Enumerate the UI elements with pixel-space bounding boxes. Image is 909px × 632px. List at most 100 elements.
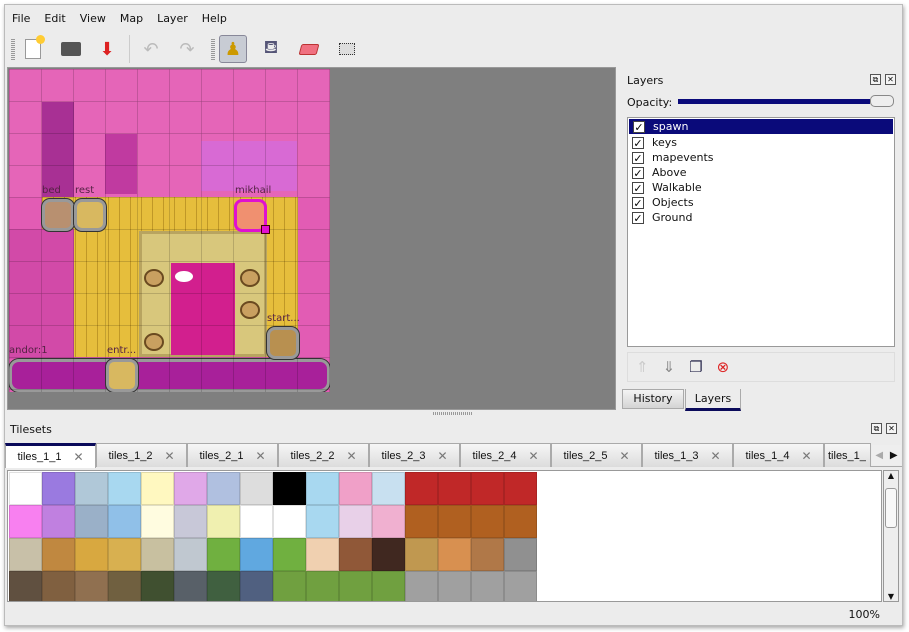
tile[interactable] bbox=[207, 505, 240, 538]
tile[interactable] bbox=[372, 472, 405, 505]
tile[interactable] bbox=[405, 505, 438, 538]
float-icon[interactable]: ⧉ bbox=[871, 423, 882, 434]
tile[interactable] bbox=[240, 505, 273, 538]
tileset-tab[interactable]: tiles_2_3 ✕ bbox=[369, 443, 460, 467]
lower-layer-icon[interactable]: ⇓ bbox=[662, 358, 676, 376]
tileset-tab[interactable]: tiles_1_3 ✕ bbox=[642, 443, 733, 467]
tileset-tab[interactable]: tiles_1_1 ✕ bbox=[5, 443, 96, 468]
layer-row-objects[interactable]: ✓ Objects bbox=[628, 195, 894, 210]
scroll-up-icon[interactable]: ▲ bbox=[887, 471, 895, 480]
tile[interactable] bbox=[108, 571, 141, 601]
tile[interactable] bbox=[42, 538, 75, 571]
save-icon[interactable]: ⬇ bbox=[99, 38, 115, 60]
bucket-fill-icon[interactable]: ⛾ bbox=[263, 37, 279, 58]
tile[interactable] bbox=[108, 472, 141, 505]
tile[interactable] bbox=[42, 505, 75, 538]
tile[interactable] bbox=[9, 505, 42, 538]
tileset-view[interactable] bbox=[7, 470, 882, 602]
tile[interactable] bbox=[174, 472, 207, 505]
object-start[interactable] bbox=[267, 327, 299, 359]
scroll-left-icon[interactable]: ◀ bbox=[875, 449, 884, 461]
tile[interactable] bbox=[75, 571, 108, 601]
visibility-checkbox[interactable]: ✓ bbox=[632, 151, 644, 165]
tile[interactable] bbox=[207, 472, 240, 505]
scroll-right-icon[interactable]: ▶ bbox=[889, 449, 898, 461]
tileset-tab[interactable]: tiles_1_2 ✕ bbox=[96, 443, 187, 467]
new-file-icon[interactable] bbox=[19, 35, 47, 63]
tile[interactable] bbox=[339, 472, 372, 505]
layer-row-ground[interactable]: ✓ Ground bbox=[628, 210, 894, 225]
tile[interactable] bbox=[9, 472, 42, 505]
tileset-scrollbar[interactable]: ▲ ▼ bbox=[883, 470, 899, 602]
scroll-down-icon[interactable]: ▼ bbox=[887, 592, 895, 601]
tile[interactable] bbox=[471, 571, 504, 601]
visibility-checkbox[interactable]: ✓ bbox=[632, 211, 644, 225]
close-icon[interactable]: ✕ bbox=[886, 423, 897, 434]
visibility-checkbox[interactable]: ✓ bbox=[633, 120, 645, 134]
tile[interactable] bbox=[240, 571, 273, 601]
tile[interactable] bbox=[471, 472, 504, 505]
tile[interactable] bbox=[504, 472, 537, 505]
tile[interactable] bbox=[75, 505, 108, 538]
tile[interactable] bbox=[174, 505, 207, 538]
tile[interactable] bbox=[306, 538, 339, 571]
tile[interactable] bbox=[504, 571, 537, 601]
object-rest[interactable] bbox=[74, 199, 106, 231]
tile[interactable] bbox=[42, 571, 75, 601]
layer-row-spawn[interactable]: ✓ spawn bbox=[628, 118, 894, 135]
visibility-checkbox[interactable]: ✓ bbox=[632, 136, 644, 150]
tab-history[interactable]: History bbox=[622, 389, 684, 409]
tileset-tab[interactable]: tiles_2_4 ✕ bbox=[460, 443, 551, 467]
tile[interactable] bbox=[471, 538, 504, 571]
resize-handle[interactable] bbox=[261, 225, 270, 234]
redo-icon[interactable]: ↷ bbox=[179, 38, 195, 60]
layer-row-above[interactable]: ✓ Above bbox=[628, 165, 894, 180]
float-icon[interactable]: ⧉ bbox=[870, 74, 881, 85]
visibility-checkbox[interactable]: ✓ bbox=[632, 181, 644, 195]
tile[interactable] bbox=[405, 472, 438, 505]
tile[interactable] bbox=[273, 571, 306, 601]
menu-layer[interactable]: Layer bbox=[157, 12, 188, 25]
tileset-tab[interactable]: tiles_2_5 ✕ bbox=[551, 443, 642, 467]
tab-layers[interactable]: Layers bbox=[685, 389, 741, 411]
tile[interactable] bbox=[438, 505, 471, 538]
tile[interactable] bbox=[339, 571, 372, 601]
eraser-icon[interactable] bbox=[295, 35, 323, 63]
menu-edit[interactable]: Edit bbox=[44, 12, 66, 25]
tile[interactable] bbox=[372, 538, 405, 571]
tile[interactable] bbox=[9, 571, 42, 601]
visibility-checkbox[interactable]: ✓ bbox=[632, 166, 644, 180]
close-tab-icon[interactable]: ✕ bbox=[346, 448, 357, 463]
tile[interactable] bbox=[405, 571, 438, 601]
tile[interactable] bbox=[108, 538, 141, 571]
tile[interactable] bbox=[471, 505, 504, 538]
menu-file[interactable]: File bbox=[12, 12, 31, 25]
tile[interactable] bbox=[504, 538, 537, 571]
close-tab-icon[interactable]: ✕ bbox=[710, 448, 721, 463]
tile[interactable] bbox=[438, 571, 471, 601]
tile[interactable] bbox=[339, 505, 372, 538]
opacity-slider-handle[interactable] bbox=[870, 95, 894, 107]
tileset-tab[interactable]: tiles_2_2 ✕ bbox=[278, 443, 369, 467]
tile[interactable] bbox=[306, 472, 339, 505]
close-tab-icon[interactable]: ✕ bbox=[164, 448, 175, 463]
tile[interactable] bbox=[372, 505, 405, 538]
tile[interactable] bbox=[273, 538, 306, 571]
visibility-checkbox[interactable]: ✓ bbox=[632, 196, 644, 210]
tab-scroll-arrows[interactable]: ◀ ▶ bbox=[872, 445, 901, 465]
close-tab-icon[interactable]: ✕ bbox=[801, 448, 812, 463]
close-tab-icon[interactable]: ✕ bbox=[73, 450, 84, 464]
close-tab-icon[interactable]: ✕ bbox=[437, 448, 448, 463]
close-tab-icon[interactable]: ✕ bbox=[255, 448, 266, 463]
close-tab-icon[interactable]: ✕ bbox=[619, 448, 630, 463]
duplicate-layer-icon[interactable]: ❐ bbox=[689, 358, 703, 376]
tile[interactable] bbox=[108, 505, 141, 538]
splitter-handle[interactable] bbox=[433, 412, 473, 415]
tileset-tab[interactable]: tiles_1_4 ✕ bbox=[733, 443, 824, 467]
layer-row-keys[interactable]: ✓ keys bbox=[628, 135, 894, 150]
tile[interactable] bbox=[141, 472, 174, 505]
tile[interactable] bbox=[207, 538, 240, 571]
scrollbar-thumb[interactable] bbox=[885, 488, 897, 528]
remove-layer-icon[interactable]: ⊗ bbox=[716, 358, 730, 376]
tile[interactable] bbox=[9, 538, 42, 571]
